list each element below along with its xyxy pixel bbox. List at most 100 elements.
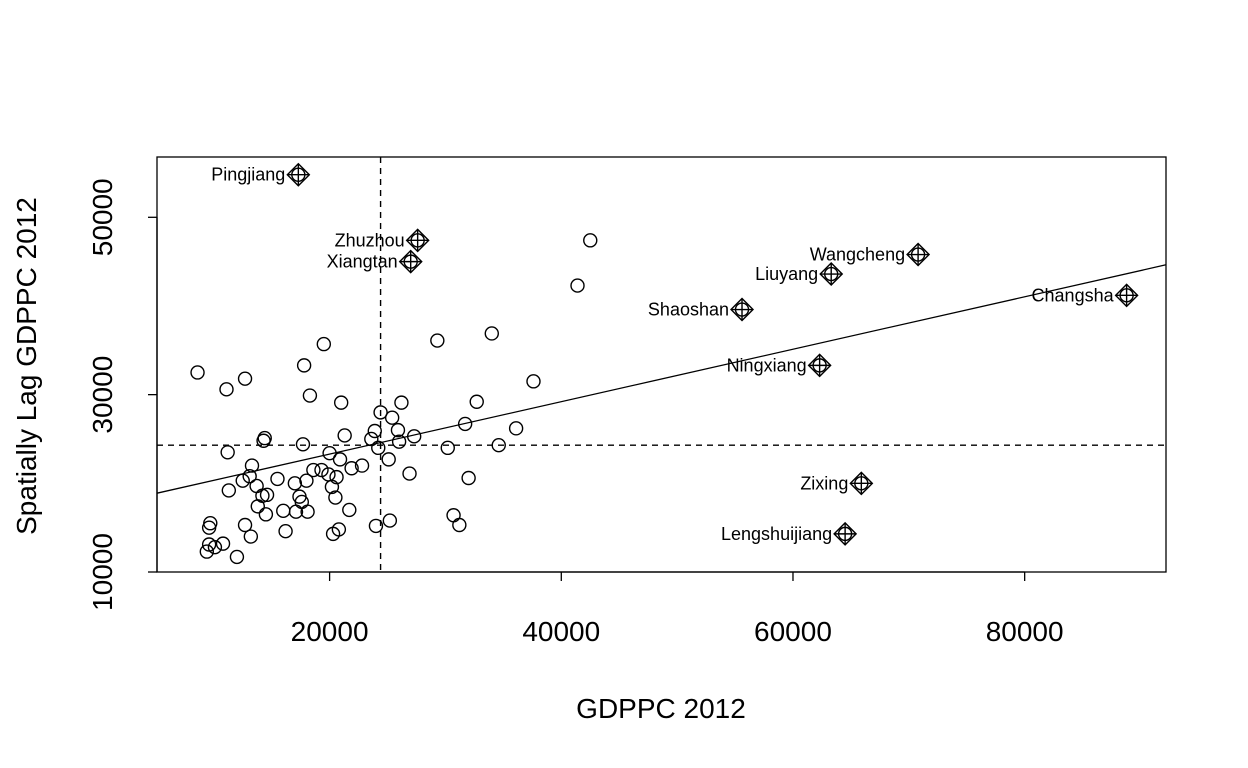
x-tick-label: 20000 xyxy=(291,616,369,647)
influential-point: Zhuzhou xyxy=(335,228,430,253)
data-point xyxy=(367,423,382,439)
data-point xyxy=(325,526,341,542)
influential-point: Changsha xyxy=(1032,283,1139,308)
data-point xyxy=(314,462,329,478)
point-label: Shaoshan xyxy=(648,300,729,320)
data-point xyxy=(484,326,499,341)
influential-point: Pingjiang xyxy=(211,162,311,187)
data-point xyxy=(299,473,314,488)
data-point xyxy=(491,437,506,453)
x-tick-label: 40000 xyxy=(522,616,600,647)
data-point xyxy=(219,382,234,397)
data-point xyxy=(201,520,217,535)
data-point xyxy=(328,490,343,505)
point-label: Xiangtan xyxy=(327,252,398,272)
data-point xyxy=(354,458,370,473)
data-point xyxy=(381,452,396,467)
influential-point: Wangcheng xyxy=(810,242,931,267)
data-point xyxy=(215,536,231,551)
data-point xyxy=(337,428,352,443)
data-point xyxy=(203,516,218,531)
regression-line-path xyxy=(156,264,1167,494)
data-point xyxy=(583,233,598,248)
point-label: Pingjiang xyxy=(211,165,285,185)
data-point xyxy=(430,333,445,348)
point-label: Zhuzhou xyxy=(335,230,405,250)
y-tick-label: 30000 xyxy=(87,356,118,434)
data-point xyxy=(333,395,349,410)
y-tick-label: 10000 xyxy=(87,533,118,611)
data-point xyxy=(371,440,386,456)
data-point xyxy=(296,358,312,373)
data-point xyxy=(237,517,253,533)
influential-point: Liuyang xyxy=(755,262,844,287)
influential-point: Zixing xyxy=(800,471,874,496)
data-point xyxy=(190,365,205,380)
data-point xyxy=(452,517,467,533)
data-point xyxy=(242,469,257,484)
data-point xyxy=(237,371,253,386)
data-point xyxy=(243,529,259,544)
data-point xyxy=(302,388,318,403)
data-point xyxy=(508,421,524,436)
influential-point: Ningxiang xyxy=(727,353,832,378)
data-point xyxy=(342,502,357,518)
influential-point: Lengshuijiang xyxy=(721,521,858,546)
data-point xyxy=(220,445,235,460)
data-point xyxy=(406,429,422,444)
data-point xyxy=(278,524,293,539)
plot-box xyxy=(156,156,1167,573)
point-label: Zixing xyxy=(800,473,848,493)
data-point xyxy=(255,488,270,503)
data-points xyxy=(190,233,598,565)
data-point xyxy=(331,522,347,537)
data-point xyxy=(329,469,344,485)
data-point xyxy=(276,503,291,519)
data-point xyxy=(258,507,274,522)
point-label: Wangcheng xyxy=(810,245,905,265)
point-label: Ningxiang xyxy=(727,355,807,375)
data-point xyxy=(244,458,260,473)
data-point xyxy=(390,422,406,438)
data-point xyxy=(300,504,315,519)
data-point xyxy=(391,434,407,449)
data-point xyxy=(270,471,285,487)
data-point xyxy=(295,437,311,452)
data-point xyxy=(446,508,461,523)
data-point xyxy=(332,452,348,467)
data-point xyxy=(461,470,476,486)
data-point xyxy=(368,518,384,534)
data-point xyxy=(440,440,455,456)
data-point xyxy=(316,336,332,352)
data-point xyxy=(324,479,340,495)
data-point xyxy=(373,405,388,420)
data-point xyxy=(249,478,264,494)
data-point xyxy=(364,431,379,447)
data-point xyxy=(199,544,215,559)
x-axis-label: GDPPC 2012 xyxy=(576,693,746,724)
x-tick-label: 80000 xyxy=(986,616,1064,647)
data-point xyxy=(229,549,245,565)
data-point xyxy=(306,462,321,478)
data-point xyxy=(322,445,337,461)
y-tick-label: 50000 xyxy=(87,178,118,256)
point-label: Liuyang xyxy=(755,264,818,284)
x-tick-label: 60000 xyxy=(754,616,832,647)
data-point xyxy=(287,476,303,491)
data-point xyxy=(457,416,473,432)
point-label: Changsha xyxy=(1032,285,1115,305)
data-point xyxy=(526,374,541,389)
data-point xyxy=(221,483,237,498)
data-point xyxy=(570,278,585,293)
y-axis-label: Spatially Lag GDPPC 2012 xyxy=(11,197,42,535)
data-point xyxy=(402,466,417,481)
data-point xyxy=(207,539,223,555)
data-point xyxy=(394,395,409,410)
reference-lines xyxy=(157,157,1166,572)
data-point xyxy=(344,461,359,476)
data-point xyxy=(235,473,250,488)
influential-point: Shaoshan xyxy=(648,297,755,322)
data-point xyxy=(469,394,484,409)
